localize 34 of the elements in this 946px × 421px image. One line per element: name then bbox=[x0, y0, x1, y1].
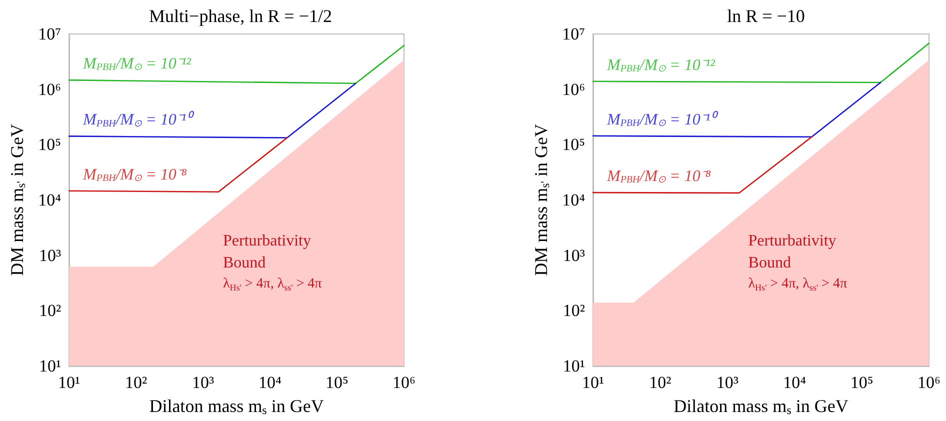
x-tick-label: 10⁵ bbox=[326, 372, 349, 392]
x-tick-label: 10⁵ bbox=[850, 372, 874, 392]
y-tick-label: 10¹ bbox=[562, 356, 585, 376]
y-tick-label: 10³ bbox=[38, 246, 62, 265]
x-tick-label: 10¹ bbox=[58, 372, 80, 392]
y-tick-label: 10⁶ bbox=[562, 80, 586, 99]
x-tick-label: 10² bbox=[124, 372, 148, 392]
y-axis-title: DM mass ms' in GeV bbox=[7, 124, 28, 276]
x-tick-label: 10⁶ bbox=[392, 372, 416, 392]
y-tick-label: 10⁴ bbox=[562, 190, 586, 210]
y-tick-label: 10⁵ bbox=[562, 135, 586, 154]
x-tick-label: 10³ bbox=[192, 372, 214, 392]
y-tick-label: 10³ bbox=[562, 246, 585, 265]
x-tick-label: 10⁶ bbox=[918, 372, 941, 392]
y-tick-label: 10⁶ bbox=[38, 80, 62, 99]
y-axis-title: DM mass ms' in GeV bbox=[530, 124, 552, 276]
chart-title: Multi−phase, ln R = −1/2 bbox=[149, 6, 332, 26]
annotation: Bound bbox=[223, 254, 266, 272]
annotation: Bound bbox=[748, 254, 791, 272]
y-tick-label: 10⁷ bbox=[562, 24, 586, 44]
y-tick-label: 10¹ bbox=[38, 356, 62, 376]
annotation: Perturbativity bbox=[748, 232, 836, 250]
x-tick-label: 10⁴ bbox=[783, 372, 806, 392]
y-tick-label: 10⁷ bbox=[38, 24, 62, 44]
y-tick-label: 10² bbox=[562, 301, 585, 320]
x-tick-label: 10³ bbox=[716, 372, 738, 392]
y-tick-label: 10⁵ bbox=[38, 135, 62, 154]
x-tick-label: 10⁴ bbox=[258, 372, 282, 392]
y-tick-label: 10⁴ bbox=[38, 190, 62, 210]
x-tick-label: 10¹ bbox=[582, 372, 604, 392]
x-tick-label: 10² bbox=[649, 372, 672, 392]
chart-title: ln R = −10 bbox=[727, 6, 805, 26]
y-tick-label: 10² bbox=[38, 301, 62, 320]
annotation: Perturbativity bbox=[223, 232, 311, 250]
